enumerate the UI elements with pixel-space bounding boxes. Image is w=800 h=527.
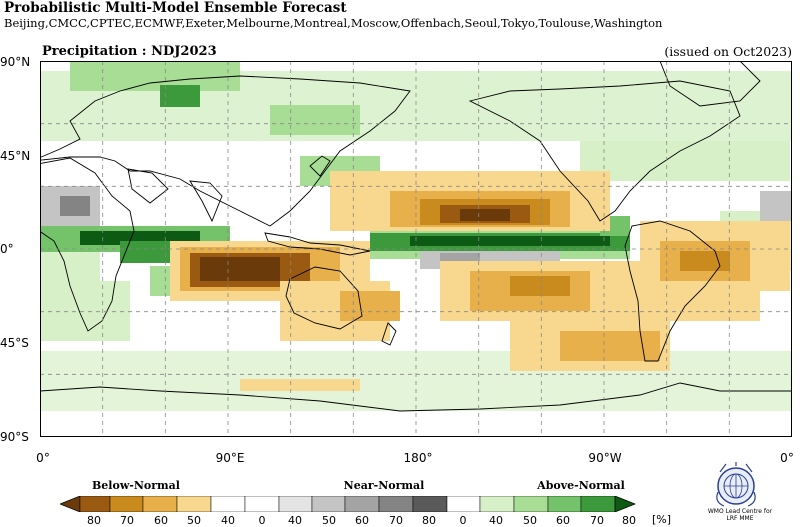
swatch-below-50 (142, 496, 178, 512)
swatch-above-60 (547, 496, 582, 512)
lon-label-90e: 90°E (215, 451, 245, 465)
below-normal-label: Below-Normal (92, 479, 180, 492)
tick-near-60: 60 (355, 514, 369, 527)
tick-above-70: 70 (590, 514, 604, 527)
lat-label-45s: 45°S (0, 336, 29, 350)
tick-below-80: 80 (87, 514, 101, 527)
swatch-near-60 (344, 496, 380, 512)
swatch-above-40 (479, 496, 515, 512)
lat-label-45n: 45°N (0, 149, 31, 163)
eurasia-outline (40, 75, 411, 227)
lat-label-eq: 0° (0, 242, 14, 256)
swatch-below-70 (79, 496, 111, 512)
japan-outline (309, 155, 331, 177)
lat-label-90s: 90°S (0, 430, 29, 444)
above-normal-label: Above-Normal (537, 479, 625, 492)
lon-label-90w: 90°W (588, 451, 622, 465)
map-frame (40, 61, 792, 437)
wmo-emblem-icon (716, 462, 756, 507)
logo-caption-line-1: WMO Lead Centre for (707, 508, 773, 515)
africa-outline (40, 157, 135, 332)
tick-near-50: 50 (322, 514, 336, 527)
new-zealand-outline (381, 322, 397, 346)
arabia-outline (127, 168, 169, 204)
swatch-near-50 (311, 496, 346, 512)
tick-below-40: 40 (221, 514, 235, 527)
logo-caption: WMO Lead Centre for LRF MME (690, 508, 790, 522)
swatch-near-70 (378, 496, 414, 512)
tick-below-70: 70 (120, 514, 134, 527)
swatch-above-50 (513, 496, 549, 512)
swatch-below-40 (176, 496, 212, 512)
logo-caption-line-2: LRF MME (726, 515, 754, 522)
tick-above-60: 60 (556, 514, 570, 527)
tick-above-80: 80 (622, 514, 636, 527)
near-normal-label: Near-Normal (343, 479, 425, 492)
tick-below-50: 50 (187, 514, 201, 527)
tick-below-60: 60 (154, 514, 168, 527)
india-outline (189, 180, 223, 223)
swatch-below-60 (109, 496, 144, 512)
swatch-normal-2 (244, 496, 280, 512)
forecast-map (40, 61, 792, 437)
tick-above-50: 50 (523, 514, 537, 527)
colorbar-unit: [%] (652, 513, 672, 526)
graticule (40, 61, 792, 437)
lon-label-0-east: 0° (780, 451, 794, 465)
tick-near-70: 70 (389, 514, 403, 527)
tick-near-80: 80 (422, 514, 436, 527)
coastlines (40, 61, 792, 412)
lon-label-180: 180° (403, 451, 433, 465)
greenland-outline (659, 61, 761, 107)
tick-zero-2: 0 (459, 514, 467, 527)
tick-above-40: 40 (489, 514, 503, 527)
colorbar-left-arrow (60, 496, 81, 512)
swatch-near-80 (412, 496, 448, 512)
colorbar (60, 496, 636, 512)
lon-label-0: 0° (36, 451, 50, 465)
page-title: Probabilistic Multi-Model Ensemble Forec… (4, 0, 347, 16)
lat-label-90n: 90°N (0, 55, 31, 69)
issued-date: (issued on Oct2023) (664, 44, 792, 59)
swatch-near-40 (278, 496, 313, 512)
south-america-outline (624, 220, 721, 362)
below-normal-field (170, 171, 790, 391)
indonesia-outline (264, 232, 371, 256)
variable-season-label: Precipitation : NDJ2023 (42, 44, 217, 59)
north-america-outline (468, 80, 741, 222)
contributing-centres: Beijing,CMCC,CPTEC,ECMWF,Exeter,Melbourn… (4, 16, 663, 30)
tick-near-40: 40 (288, 514, 302, 527)
swatch-above-70 (580, 496, 616, 512)
antarctica-outline (40, 382, 792, 412)
tick-zero-1: 0 (258, 514, 266, 527)
colorbar-right-arrow (614, 496, 636, 512)
swatch-normal-1 (210, 496, 246, 512)
swatch-normal-3 (446, 496, 481, 512)
australia-outline (285, 266, 363, 330)
